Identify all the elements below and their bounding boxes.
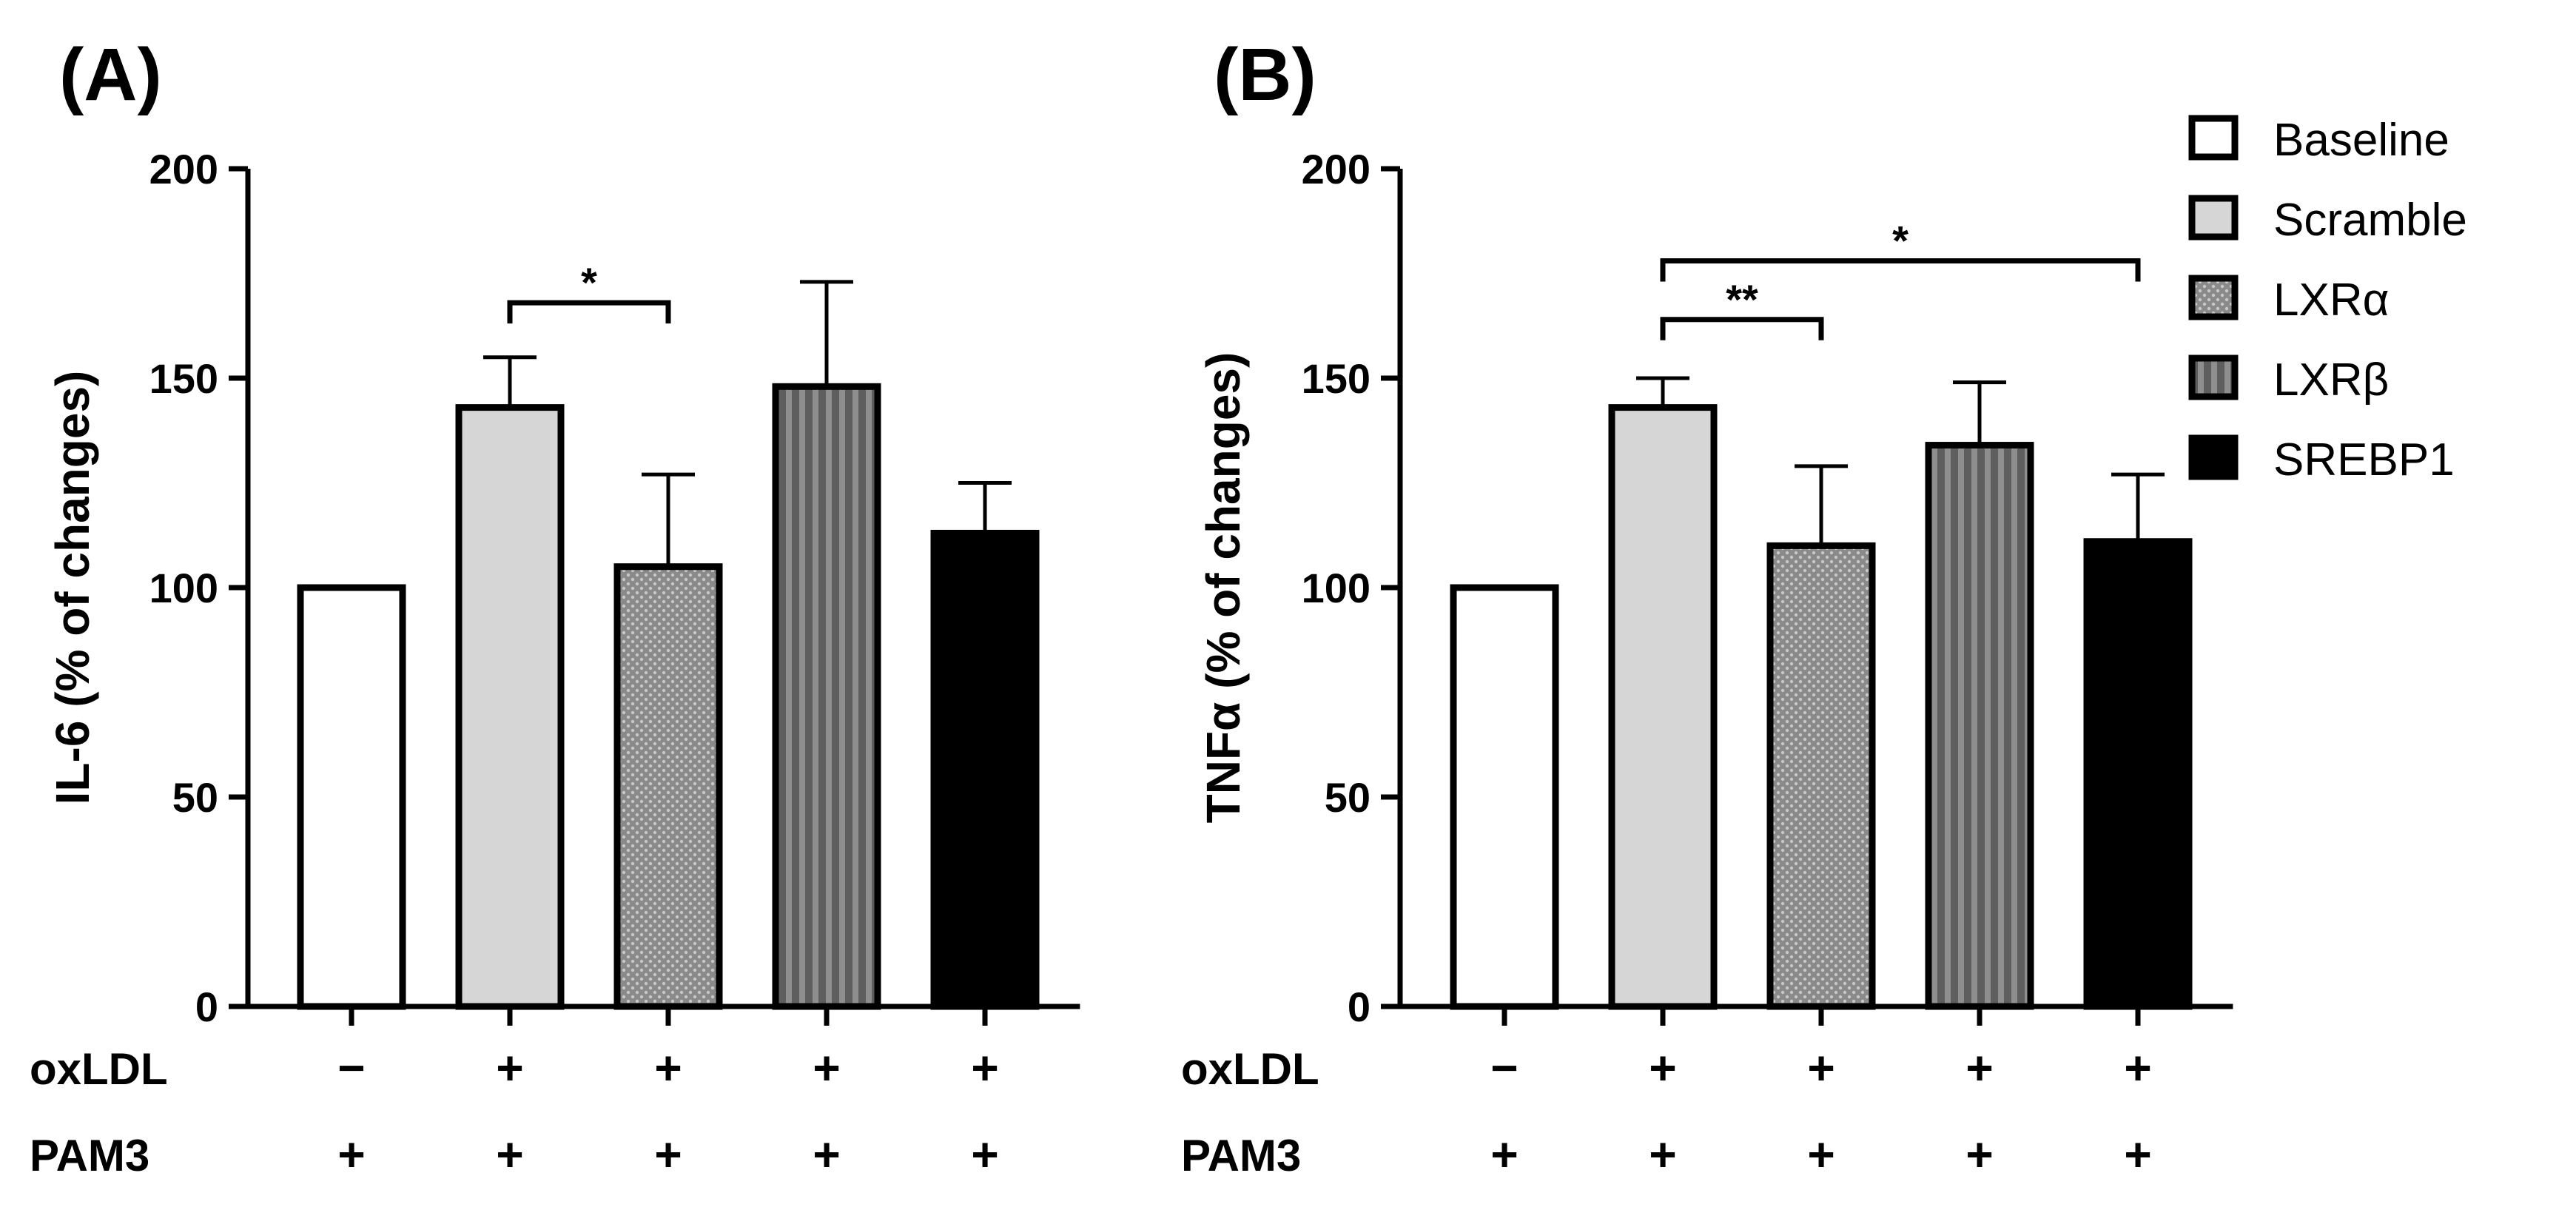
legend: Baseline Scramble LXRα LXRβ SREBP1 bbox=[2188, 115, 2467, 485]
bar-white bbox=[297, 584, 406, 1010]
condition-label: oxLDL bbox=[1181, 1044, 1319, 1094]
condition-sign: + bbox=[1807, 1041, 1835, 1095]
significance-label: ** bbox=[1726, 276, 1758, 323]
legend-swatch-stripes bbox=[2188, 354, 2239, 400]
y-tick-label: 0 bbox=[195, 984, 218, 1030]
chart-panel-a: (A) 0 50 100 150 200 IL-6 (% of changes) * oxLDL… bbox=[30, 33, 1080, 1181]
condition-label: PAM3 bbox=[1181, 1131, 1301, 1180]
significance-label: * bbox=[581, 259, 597, 306]
panel-label: (A) bbox=[59, 33, 162, 116]
bar-light bbox=[455, 404, 565, 1010]
legend-label: SREBP1 bbox=[2273, 434, 2455, 485]
bar-black bbox=[930, 529, 1040, 1010]
condition-sign: + bbox=[1965, 1041, 1993, 1095]
condition-sign: + bbox=[496, 1128, 523, 1181]
y-tick-label: 100 bbox=[1302, 565, 1371, 611]
legend-swatch-white bbox=[2188, 115, 2239, 161]
bar-black bbox=[2083, 538, 2193, 1010]
y-tick-label: 0 bbox=[1348, 984, 1371, 1030]
condition-sign: + bbox=[1649, 1041, 1676, 1095]
condition-sign: + bbox=[813, 1041, 840, 1095]
condition-sign: + bbox=[1649, 1128, 1676, 1181]
condition-sign: + bbox=[813, 1128, 840, 1181]
condition-sign: + bbox=[971, 1128, 998, 1181]
legend-swatch-dots bbox=[2188, 275, 2239, 320]
condition-sign: + bbox=[2124, 1041, 2151, 1095]
y-axis-title: IL-6 (% of changes) bbox=[46, 371, 99, 805]
condition-label: PAM3 bbox=[30, 1131, 149, 1180]
condition-sign: + bbox=[337, 1128, 365, 1181]
significance-bracket bbox=[507, 300, 671, 324]
condition-sign: + bbox=[1965, 1128, 1993, 1181]
condition-sign: + bbox=[1807, 1128, 1835, 1181]
legend-label: Baseline bbox=[2273, 115, 2449, 166]
significance-bracket bbox=[1660, 258, 2141, 282]
legend-label: Scramble bbox=[2273, 195, 2467, 246]
bar-stripes bbox=[1925, 442, 2034, 1010]
condition-sign: − bbox=[1490, 1041, 1518, 1095]
legend-label: LXRβ bbox=[2273, 354, 2389, 406]
bar-light bbox=[1608, 404, 1718, 1010]
bar-dots bbox=[1766, 542, 1876, 1010]
condition-sign: − bbox=[337, 1041, 365, 1095]
y-tick-label: 200 bbox=[149, 146, 218, 192]
bar-white bbox=[1450, 584, 1559, 1010]
y-tick-label: 50 bbox=[1325, 774, 1371, 821]
y-axis-title: TNFα (% of changes) bbox=[1197, 352, 1250, 824]
condition-sign: + bbox=[654, 1128, 682, 1181]
y-tick-label: 150 bbox=[1302, 355, 1371, 402]
y-tick-label: 150 bbox=[149, 355, 218, 402]
legend-swatch-black bbox=[2188, 434, 2239, 480]
condition-label: oxLDL bbox=[30, 1044, 168, 1094]
bar-dots bbox=[613, 563, 723, 1010]
significance-label: * bbox=[1892, 218, 1909, 264]
panel-label: (B) bbox=[1214, 33, 1316, 116]
y-tick-label: 100 bbox=[149, 565, 218, 611]
condition-sign: + bbox=[1490, 1128, 1518, 1181]
y-tick-label: 50 bbox=[172, 774, 218, 821]
condition-sign: + bbox=[654, 1041, 682, 1095]
significance-bracket bbox=[1660, 317, 1824, 340]
condition-sign: + bbox=[496, 1041, 523, 1095]
condition-sign: + bbox=[971, 1041, 998, 1095]
legend-label: LXRα bbox=[2273, 275, 2389, 326]
bar-stripes bbox=[772, 383, 881, 1010]
legend-swatch-light bbox=[2188, 195, 2239, 241]
condition-sign: + bbox=[2124, 1128, 2151, 1181]
y-tick-label: 200 bbox=[1302, 146, 1371, 192]
